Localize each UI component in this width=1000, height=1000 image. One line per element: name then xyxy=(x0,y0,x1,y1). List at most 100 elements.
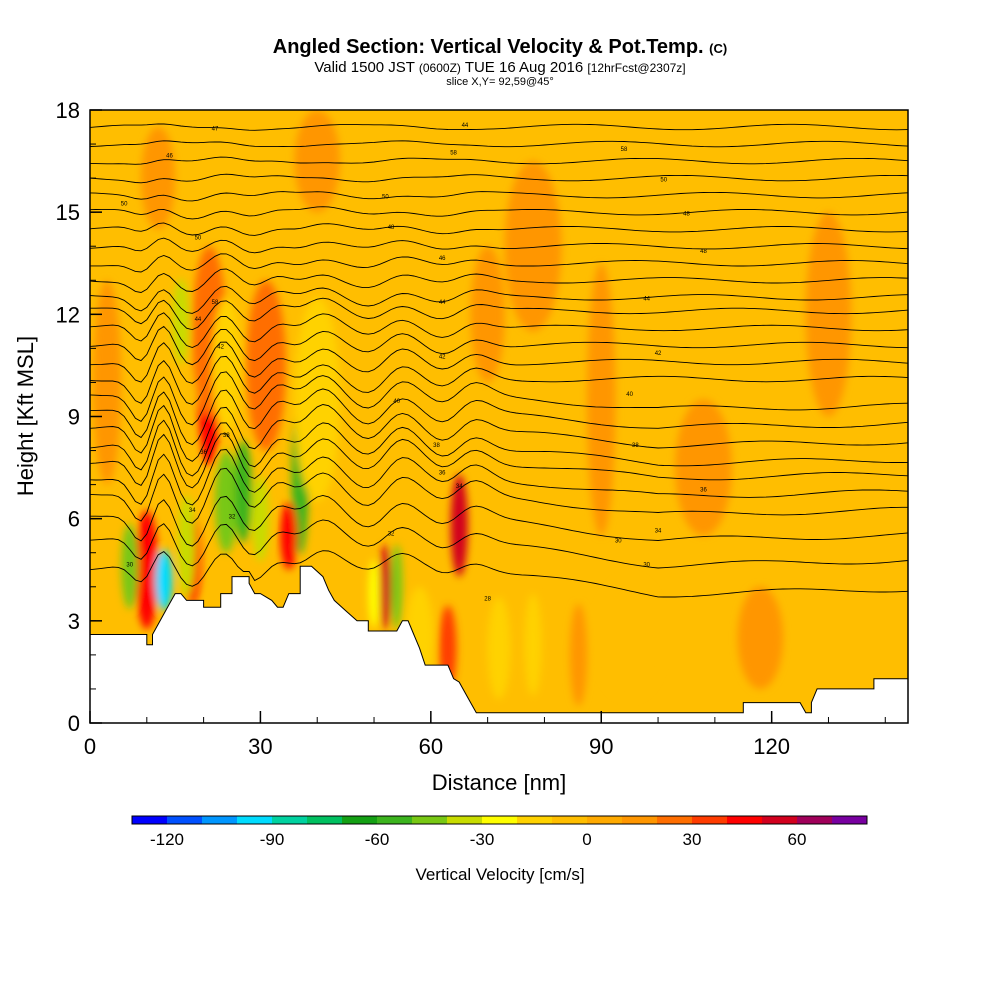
isoline-3 xyxy=(90,467,908,524)
chart-title-text: Angled Section: Vertical Velocity & Pot.… xyxy=(272,36,704,58)
isoline-2 xyxy=(90,495,908,547)
velocity-cell-23 xyxy=(487,596,511,700)
colorbar-swatch-9 xyxy=(447,816,483,824)
isoline-9 xyxy=(90,371,908,426)
velocity-cell-2 xyxy=(155,549,173,611)
isoline-12 xyxy=(90,325,908,366)
velocity-cell-33 xyxy=(470,246,505,383)
isoline-0 xyxy=(90,550,908,598)
colorbar-swatch-12 xyxy=(552,816,588,824)
contour-label-33: 30 xyxy=(615,539,622,545)
isoline-21 xyxy=(90,191,908,202)
y-tick-label-3: 9 xyxy=(68,405,80,430)
velocity-cell-34 xyxy=(675,399,732,536)
velocity-cell-4 xyxy=(178,494,196,597)
isoline-15 xyxy=(90,285,908,314)
isoline-7 xyxy=(90,404,908,462)
isoline-19 xyxy=(90,222,908,236)
y-tick-label-6: 18 xyxy=(56,98,80,123)
contour-label-9: 48 xyxy=(388,225,395,231)
valid-time: Valid 1500 JST xyxy=(314,59,415,76)
velocity-cell-16 xyxy=(294,297,340,502)
contour-label-24: 38 xyxy=(433,443,440,449)
colorbar-swatch-20 xyxy=(832,816,868,824)
slice-info: slice X,Y= 92,59@45° xyxy=(446,76,554,88)
contour-label-15: 44 xyxy=(643,297,650,303)
y-tick-label-5: 15 xyxy=(56,200,80,225)
velocity-cell-20 xyxy=(450,474,468,577)
colorbar-swatch-15 xyxy=(657,816,693,824)
contour-label-27: 36 xyxy=(700,487,707,493)
velocity-cell-30 xyxy=(805,212,852,417)
colorbar-tick-label-4: 0 xyxy=(582,830,591,849)
x-axis: 0 30 60 90 120 xyxy=(84,711,886,759)
valid-zone: (0600Z) xyxy=(418,61,461,75)
velocity-cell-13 xyxy=(280,501,298,570)
isoline-16 xyxy=(90,268,908,293)
y-tick-label-2: 6 xyxy=(68,507,80,532)
isoline-10 xyxy=(90,355,908,405)
chart-title: Angled Section: Vertical Velocity & Pot.… xyxy=(0,36,1000,60)
isoline-4 xyxy=(90,449,908,506)
velocity-cell-18 xyxy=(391,544,403,630)
isoline-18 xyxy=(90,237,908,254)
velocity-cell-35 xyxy=(92,280,122,485)
velocity-cell-29 xyxy=(504,161,562,332)
velocity-cell-32 xyxy=(294,110,340,213)
velocity-cell-10 xyxy=(234,440,252,543)
velocity-cell-15 xyxy=(212,297,241,434)
colorbar-swatch-0 xyxy=(132,816,168,824)
contour-label-29: 34 xyxy=(189,508,196,514)
velocity-cell-27 xyxy=(737,586,784,689)
y-tick-label-4: 12 xyxy=(56,302,80,327)
plot-area: 47 44 46 58 58 50 50 50 48 48 50 46 48 58 44 44 44 42 42 42… xyxy=(90,110,908,723)
isoline-11 xyxy=(90,341,908,384)
velocity-cell-17 xyxy=(379,544,392,630)
contour-label-35: 30 xyxy=(643,562,650,568)
contour-label-21: 40 xyxy=(393,399,400,405)
velocity-cell-31 xyxy=(141,127,176,230)
velocity-cell-26 xyxy=(570,603,588,706)
contour-label-8: 48 xyxy=(683,212,690,218)
contour-label-17: 42 xyxy=(217,344,224,350)
colorbar-frame xyxy=(131,815,868,825)
isoline-8 xyxy=(90,388,908,446)
contour-label-22: 38 xyxy=(223,433,230,439)
x-tick-label-1: 30 xyxy=(248,734,272,759)
colorbar-swatch-6 xyxy=(342,816,378,824)
velocity-cell-14 xyxy=(172,278,190,364)
contour-label-11: 46 xyxy=(439,256,446,262)
y-axis-label: Height [Kft MSL] xyxy=(13,336,38,496)
isoline-22 xyxy=(90,173,908,184)
contour-label-32: 32 xyxy=(388,532,395,538)
x-tick-label-3: 90 xyxy=(589,734,613,759)
colorbar-swatch-19 xyxy=(797,816,833,824)
colorbar-swatch-8 xyxy=(412,816,448,824)
isoline-5 xyxy=(90,433,908,489)
colorbar-swatch-11 xyxy=(517,816,553,824)
isoline-25 xyxy=(90,123,908,131)
contour-label-13: 58 xyxy=(212,300,219,306)
contour-label-7: 50 xyxy=(660,178,667,184)
colorbar-swatch-2 xyxy=(202,816,238,824)
contour-label-5: 50 xyxy=(121,201,128,207)
isoline-14 xyxy=(90,297,908,331)
contour-label-26: 36 xyxy=(439,470,446,476)
x-tick-label-4: 120 xyxy=(753,734,790,759)
x-tick-label-0: 0 xyxy=(84,734,96,759)
contour-label-4: 58 xyxy=(621,147,628,153)
contour-label-25: 36 xyxy=(200,450,207,456)
velocity-cell-19 xyxy=(368,559,380,628)
contour-label-18: 42 xyxy=(655,351,662,357)
contour-label-36: 28 xyxy=(484,596,491,602)
colorbar-swatch-14 xyxy=(622,816,658,824)
contour-label-3: 58 xyxy=(450,150,457,156)
colorbar-tick-label-1: -90 xyxy=(260,830,285,849)
velocity-cell-9 xyxy=(214,450,238,553)
colorbar-swatch-7 xyxy=(377,816,413,824)
x-tick-label-2: 60 xyxy=(419,734,443,759)
colorbar-swatch-17 xyxy=(727,816,763,824)
colorbar-swatch-3 xyxy=(237,816,273,824)
terrain xyxy=(90,565,908,723)
